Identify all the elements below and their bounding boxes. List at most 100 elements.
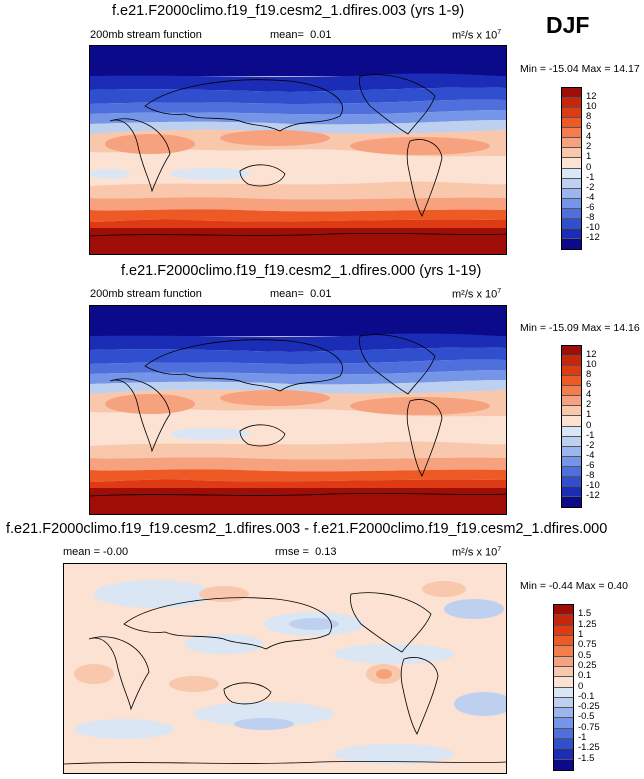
colorbar-swatch: [554, 605, 573, 616]
colorbar-tick-label: 10: [586, 101, 597, 113]
panel-3-coast-south-america: [400, 657, 439, 735]
panel-1-band: [90, 99, 506, 115]
panel-1-mean-value: 0.01: [310, 29, 332, 41]
colorbar-tick-label: 2: [586, 399, 592, 411]
colorbar-swatch: [562, 238, 581, 249]
colorbar-swatch: [562, 108, 581, 119]
panel-2-coast-africa: [109, 378, 171, 453]
panel-1-units-label: m²/s x 10: [452, 29, 498, 42]
colorbar-swatch: [554, 749, 573, 760]
panel-3-blob: [194, 702, 334, 726]
panel-2-band: [90, 457, 506, 472]
colorbar-tick-label: -2: [586, 439, 595, 451]
colorbar-swatch: [562, 88, 581, 99]
panel-1-band: [90, 110, 506, 125]
panel-1-mean: mean= 0.01: [270, 29, 332, 41]
panel-1-coast-africa: [109, 118, 171, 193]
colorbar-swatch: [554, 739, 573, 750]
panel-1-units-exp: 7: [497, 29, 502, 36]
colorbar-tick-label: 1: [586, 151, 592, 163]
panel-2-band: [90, 347, 506, 364]
panel-1-lobe: [105, 134, 195, 154]
colorbar-swatch: [562, 496, 581, 507]
panel-1-lobe: [220, 130, 330, 146]
panel-2-mean-value: 0.01: [310, 288, 332, 300]
colorbar-swatch: [562, 406, 581, 417]
panel-3-units-label: m²/s x 10: [452, 546, 498, 559]
panel-1-title: f.e21.F2000climo.f19_f19.cesm2_1.dfires.…: [112, 3, 465, 19]
colorbar-tick-label: 0: [586, 419, 592, 431]
colorbar-swatch: [554, 646, 573, 657]
panel-2-lobe: [170, 428, 250, 440]
panel-1-band: [90, 228, 506, 254]
panel-2-colorbar: [561, 345, 582, 508]
colorbar-swatch: [554, 728, 573, 740]
panel-3-coast-north-america: [350, 592, 432, 653]
panel-2-band: [90, 306, 506, 336]
panel-3-coast-africa: [88, 636, 150, 711]
colorbar-swatch: [554, 708, 573, 719]
panel-1-band: [90, 209, 506, 222]
colorbar-tick-label: -12: [586, 231, 600, 243]
panel-2-map: [89, 305, 507, 515]
colorbar-swatch: [554, 625, 573, 636]
colorbar-tick-label: -8: [586, 469, 595, 481]
panel-1-coast-australia: [239, 164, 286, 187]
colorbar-tick-label: -0.1: [578, 690, 595, 702]
panel-2-coast-antarctica: [90, 493, 506, 497]
colorbar-tick-label: 6: [586, 379, 592, 391]
colorbar-tick-label: -1.5: [578, 752, 595, 764]
colorbar-tick-label: -1: [586, 171, 595, 183]
panel-2-contour-field: [90, 306, 506, 514]
colorbar-swatch: [562, 426, 581, 437]
colorbar-tick-label: -12: [586, 489, 600, 501]
colorbar-tick-label: 4: [586, 131, 592, 143]
colorbar-tick-label: 1.25: [578, 618, 597, 630]
colorbar-swatch: [562, 436, 581, 447]
panel-1-band: [90, 197, 506, 212]
panel-2-left-label: 200mb stream function: [90, 288, 202, 300]
panel-3-rmse-value: 0.13: [315, 546, 337, 558]
colorbar-tick-label: -0.5: [578, 711, 595, 723]
colorbar-tick-label: 4: [586, 389, 592, 401]
panel-3-blob: [234, 718, 294, 730]
colorbar-tick-label: 1.5: [578, 608, 592, 620]
colorbar-swatch: [562, 178, 581, 189]
panel-3-rmse-label: rmse =: [275, 546, 309, 558]
colorbar-tick-label: 1: [578, 628, 584, 640]
colorbar-swatch: [554, 718, 573, 729]
colorbar-swatch: [562, 218, 581, 229]
panel-3-blob: [184, 634, 264, 654]
colorbar-swatch: [554, 687, 573, 698]
colorbar-tick-label: -4: [586, 191, 595, 203]
colorbar-swatch: [562, 198, 581, 209]
panel-2-lobe: [220, 390, 330, 406]
panel-2-units-label: m²/s x 10: [452, 288, 498, 301]
panel-3-blob: [94, 580, 214, 608]
colorbar-swatch: [554, 656, 573, 667]
panel-1-colorbar: [561, 87, 582, 250]
colorbar-tick-label: 0: [586, 161, 592, 173]
panel-3-coast-eurasia: [123, 597, 332, 650]
panel-3-units-exp: 7: [497, 546, 502, 553]
panel-1-lobe: [90, 169, 130, 179]
panel-2-lobe: [105, 394, 195, 414]
colorbar-swatch: [562, 98, 581, 109]
colorbar-swatch: [554, 635, 573, 647]
colorbar-tick-label: -1: [586, 429, 595, 441]
panel-3-coast-antarctica: [64, 761, 506, 765]
colorbar-swatch: [562, 208, 581, 219]
panel-2-coastlines: [90, 334, 506, 497]
colorbar-tick-label: 8: [586, 111, 592, 123]
panel-2-band: [90, 441, 506, 460]
panel-3-units: m²/s x 107: [452, 546, 501, 559]
colorbar-swatch: [562, 228, 581, 239]
colorbar-tick-label: -10: [586, 479, 600, 491]
colorbar-swatch: [562, 356, 581, 367]
colorbar-swatch: [562, 128, 581, 139]
colorbar-tick-label: 8: [586, 369, 592, 381]
colorbar-swatch: [562, 346, 581, 357]
panel-1-lobe: [350, 137, 490, 155]
colorbar-tick-label: 0.25: [578, 659, 597, 671]
colorbar-swatch: [554, 615, 573, 626]
